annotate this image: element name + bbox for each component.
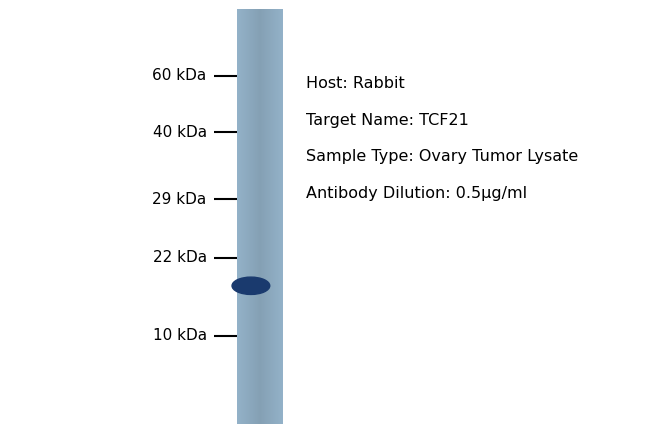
Text: 29 kDa: 29 kDa [153, 192, 207, 207]
Ellipse shape [232, 277, 270, 294]
Text: 40 kDa: 40 kDa [153, 125, 207, 139]
Text: 22 kDa: 22 kDa [153, 250, 207, 265]
Text: 10 kDa: 10 kDa [153, 328, 207, 343]
Text: Target Name: TCF21: Target Name: TCF21 [306, 113, 469, 128]
Text: Antibody Dilution: 0.5μg/ml: Antibody Dilution: 0.5μg/ml [306, 186, 526, 201]
Text: 60 kDa: 60 kDa [153, 68, 207, 83]
Text: Sample Type: Ovary Tumor Lysate: Sample Type: Ovary Tumor Lysate [306, 149, 578, 165]
Text: Host: Rabbit: Host: Rabbit [306, 76, 404, 91]
